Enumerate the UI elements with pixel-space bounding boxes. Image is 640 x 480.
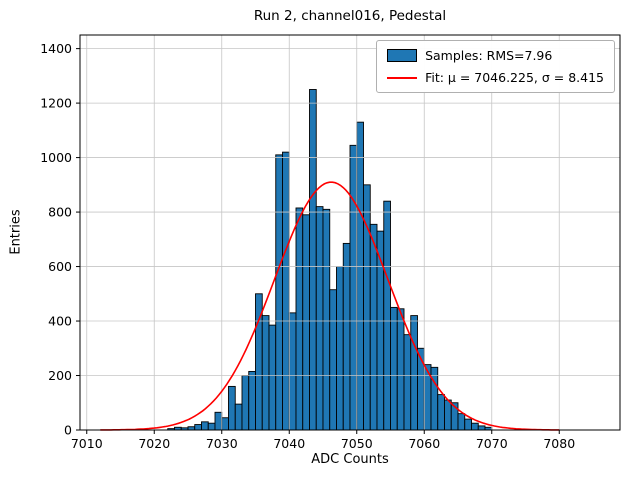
chart-title: Run 2, channel016, Pedestal — [253, 8, 447, 24]
x-tick-label: 7020 — [138, 436, 170, 451]
histogram-bar — [234, 403, 243, 431]
histogram-bar — [295, 207, 304, 431]
x-tick-label: 7080 — [543, 436, 575, 451]
histogram-bar — [336, 266, 344, 431]
histogram-bar — [275, 154, 283, 431]
histogram-bar — [282, 151, 290, 431]
y-axis-label: Entries — [8, 209, 24, 255]
histogram-bar — [410, 315, 418, 431]
histogram-bar — [417, 347, 425, 431]
histogram-bar — [390, 306, 398, 431]
samples-swatch-icon — [387, 49, 418, 62]
histogram-bar — [315, 206, 324, 431]
histogram-bar — [241, 375, 250, 431]
y-tick-label: 1200 — [40, 96, 72, 111]
histogram-bar — [261, 315, 270, 431]
x-tick-label: 7010 — [71, 436, 103, 451]
histogram-bar — [437, 394, 445, 431]
histogram-bar — [396, 308, 405, 431]
legend-samples-label: Samples: RMS=7.96 — [425, 48, 553, 63]
y-tick-label: 400 — [48, 314, 72, 329]
legend-fit-label: Fit: μ = 7046.225, σ = 8.415 — [425, 70, 604, 85]
histogram-bar — [430, 366, 439, 431]
y-tick-label: 600 — [48, 259, 72, 274]
histogram-bar — [221, 417, 229, 431]
y-tick-label: 0 — [64, 423, 72, 438]
x-tick-label: 7040 — [273, 436, 305, 451]
fit-line-swatch-icon — [387, 76, 418, 79]
x-tick-label: 7060 — [408, 436, 440, 451]
histogram-bar — [214, 411, 223, 431]
legend: Samples: RMS=7.96 Fit: μ = 7046.225, σ =… — [376, 40, 615, 93]
histogram-bar — [477, 425, 486, 431]
histogram-bar — [302, 214, 310, 431]
fit-curve — [100, 181, 560, 431]
histogram-bar — [201, 421, 209, 431]
histogram-bar — [248, 370, 256, 431]
histogram-bar — [194, 424, 202, 431]
y-tick-label: 1400 — [40, 41, 72, 56]
histogram-bar — [228, 385, 236, 431]
y-tick-label: 200 — [48, 368, 72, 383]
histogram-bar — [268, 324, 277, 431]
histogram-bar — [322, 208, 331, 431]
histogram-bar — [342, 242, 351, 431]
histogram-bar — [403, 334, 412, 431]
x-tick-label: 7070 — [476, 436, 508, 451]
legend-item-fit: Fit: μ = 7046.225, σ = 8.415 — [387, 70, 604, 85]
histogram-bar — [349, 144, 358, 431]
histogram-bar — [207, 422, 216, 431]
x-tick-label: 7050 — [341, 436, 373, 451]
legend-item-samples: Samples: RMS=7.96 — [387, 48, 604, 63]
histogram-bar — [444, 399, 452, 431]
y-tick-label: 1000 — [40, 150, 72, 165]
histogram-bar — [288, 312, 297, 431]
histogram-bar — [309, 89, 317, 431]
histogram-bar — [457, 413, 466, 431]
y-tick-label: 800 — [48, 205, 72, 220]
x-tick-label: 7030 — [206, 436, 238, 451]
histogram-bar — [471, 422, 479, 431]
x-axis-label: ADC Counts — [311, 452, 389, 467]
histogram-bar — [464, 418, 472, 431]
histogram-bar — [383, 200, 391, 431]
histogram-bar — [329, 289, 337, 431]
histogram-bar — [356, 121, 364, 431]
axes-frame — [79, 34, 621, 431]
histogram-bar — [369, 223, 378, 431]
